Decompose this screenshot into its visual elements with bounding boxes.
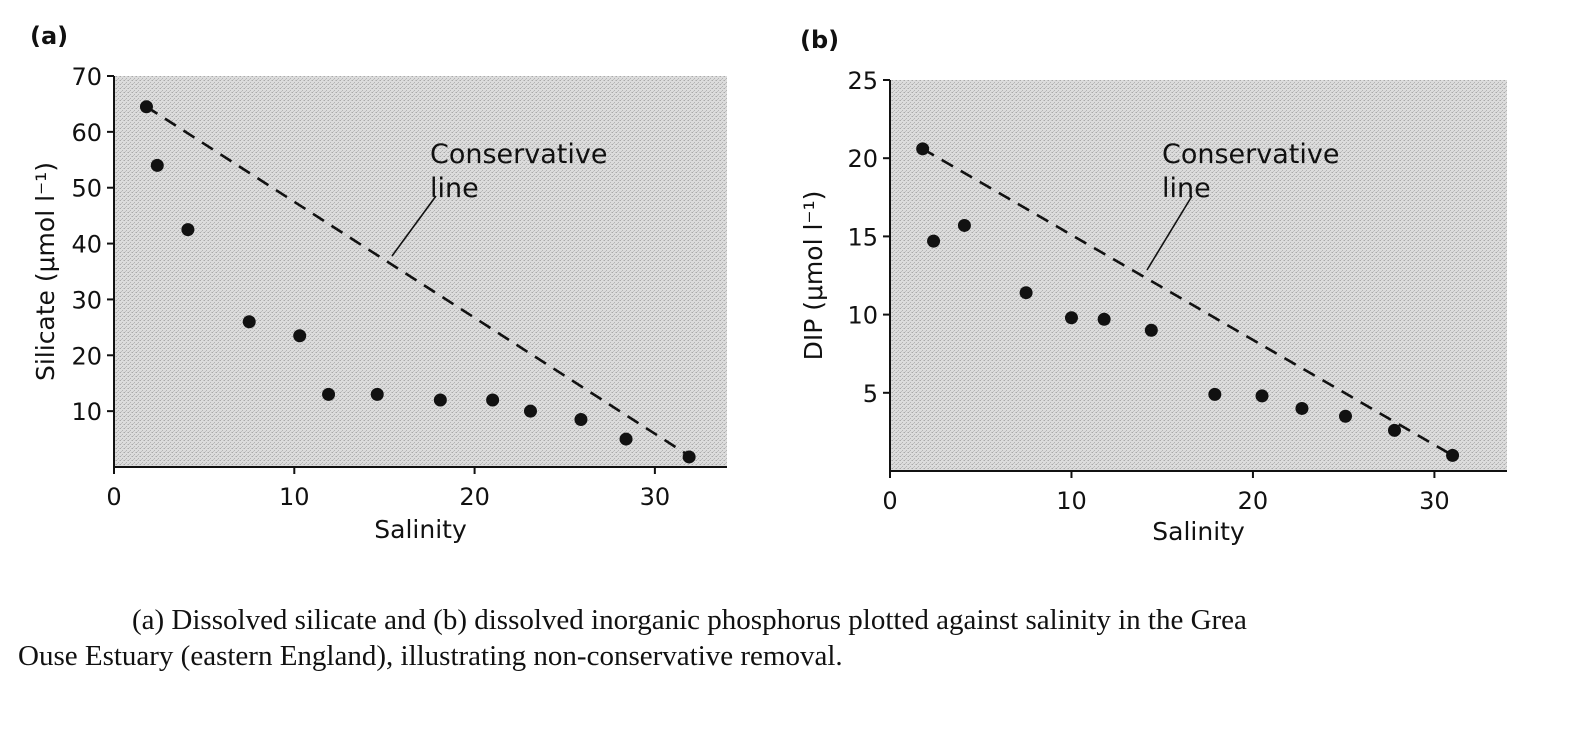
data-point [1097,312,1111,326]
x-tick-label: 20 [459,483,490,511]
panel-label: (a) [30,22,68,50]
x-tick-label: 10 [279,483,310,511]
data-point [1295,401,1309,415]
conservative-line [922,147,1454,457]
data-point [916,142,930,156]
data-point [433,393,447,407]
data-point [150,158,164,172]
y-tick-label: 15 [847,223,878,251]
data-point [486,393,500,407]
data-point [1064,311,1078,325]
x-axis-label: Salinity [1152,517,1245,546]
data-point [574,413,588,427]
y-axis-label: Silicate (μmol l⁻¹) [31,162,60,381]
data-point [242,315,256,329]
conservative-line [145,105,692,459]
annotation-text: Conservative [430,139,607,170]
figure-caption: (a) Dissolved silicate and (b) dissolved… [18,602,1578,674]
data-point [370,387,384,401]
data-point [619,432,633,446]
x-tick-label: 20 [1238,487,1269,515]
data-point [1144,323,1158,337]
y-tick-label: 10 [847,302,878,330]
data-point [682,450,696,464]
x-tick-label: 10 [1056,487,1087,515]
data-point [1208,387,1222,401]
y-tick-label: 60 [71,119,102,147]
y-tick-label: 50 [71,175,102,203]
data-point [1338,409,1352,423]
data-point [1446,448,1460,462]
y-tick-label: 10 [71,398,102,426]
data-point [1255,389,1269,403]
data-point [957,218,971,232]
y-tick-label: 5 [863,380,878,408]
data-point [523,404,537,418]
annotation-leader [391,195,437,257]
data-point [139,100,153,114]
panel-label: (b) [800,26,839,54]
data-point [927,234,941,248]
x-tick-label: 0 [882,487,897,515]
y-tick-label: 30 [71,286,102,314]
plot-area [114,76,727,467]
chart-b: 5 10 15 20 25 0 10 20 30 Salinity DIP (μmol l⁻¹) (b… [799,26,1507,546]
x-tick-label: 30 [640,483,671,511]
plot-area [890,80,1507,471]
data-point [181,223,195,237]
annotation-text: line [430,173,479,204]
x-tick-label: 30 [1419,487,1450,515]
x-axis-label: Salinity [374,515,467,544]
y-tick-label: 40 [71,231,102,259]
annotation-text: line [1162,173,1211,204]
data-point [1387,423,1401,437]
annotation-text: Conservative [1162,139,1339,170]
y-tick-label: 20 [847,145,878,173]
x-tick-label: 0 [106,483,121,511]
data-point [293,329,307,343]
chart-a: 10 20 30 40 50 60 70 0 10 20 30 Salinity Silicate (μ… [30,22,727,544]
y-tick-label: 20 [71,342,102,370]
y-axis-label: DIP (μmol l⁻¹) [799,191,828,361]
caption-line-2: Ouse Estuary (eastern England), illustra… [18,640,843,672]
data-point [322,387,336,401]
caption-line-1: (a) Dissolved silicate and (b) dissolved… [132,604,1247,636]
y-tick-label: 25 [847,67,878,95]
annotation-leader [1146,195,1193,271]
data-point [1019,286,1033,300]
y-tick-label: 70 [71,63,102,91]
